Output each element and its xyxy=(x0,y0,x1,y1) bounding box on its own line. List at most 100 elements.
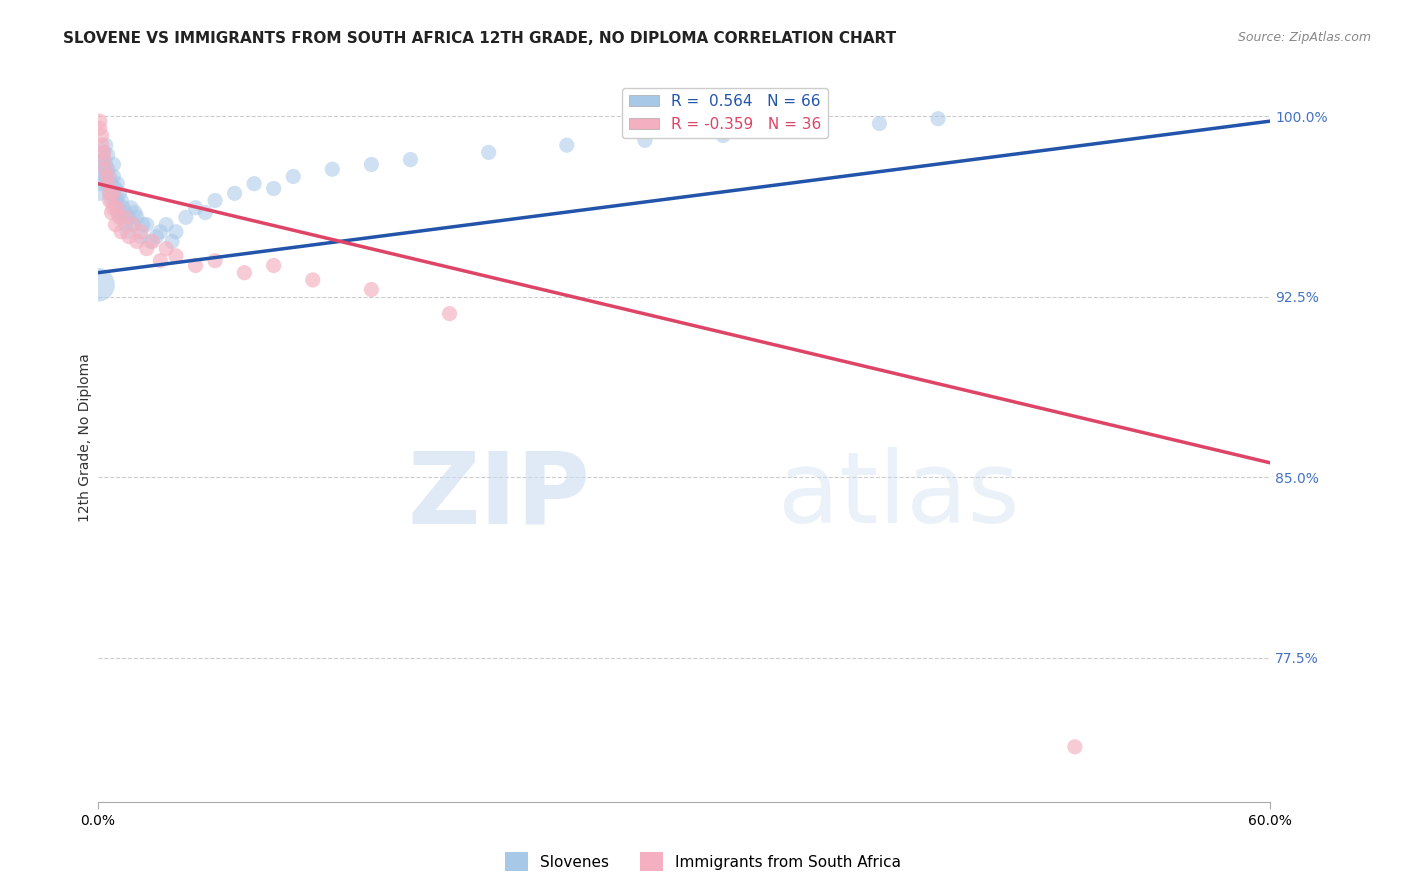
Point xyxy=(129,225,152,239)
Point xyxy=(478,145,501,160)
Point xyxy=(129,229,152,244)
Point xyxy=(93,145,115,160)
Point xyxy=(89,121,111,136)
Point xyxy=(97,148,120,162)
Point xyxy=(135,218,157,232)
Point xyxy=(104,194,127,208)
Point xyxy=(360,283,382,297)
Point xyxy=(110,194,132,208)
Point xyxy=(94,162,117,177)
Point xyxy=(94,169,117,184)
Point xyxy=(120,201,142,215)
Point xyxy=(125,235,148,249)
Point xyxy=(283,169,305,184)
Point xyxy=(132,218,155,232)
Point xyxy=(149,253,172,268)
Point xyxy=(93,162,115,177)
Point xyxy=(118,229,141,244)
Point xyxy=(94,157,117,171)
Point xyxy=(114,218,136,232)
Point xyxy=(97,177,120,191)
Point xyxy=(124,205,146,219)
Point xyxy=(108,186,131,201)
Point xyxy=(115,225,138,239)
Point xyxy=(399,153,422,167)
Point xyxy=(868,116,890,130)
Point xyxy=(105,177,128,191)
Point xyxy=(204,253,226,268)
Point xyxy=(139,235,162,249)
Point xyxy=(155,242,177,256)
Point xyxy=(90,169,112,184)
Point xyxy=(174,211,197,225)
Point xyxy=(105,201,128,215)
Point xyxy=(89,177,111,191)
Point xyxy=(360,157,382,171)
Point xyxy=(160,235,183,249)
Point xyxy=(1063,739,1085,754)
Point xyxy=(104,218,127,232)
Point xyxy=(927,112,949,126)
Point xyxy=(224,186,246,201)
Point xyxy=(105,194,128,208)
Point xyxy=(100,205,122,219)
Point xyxy=(141,235,163,249)
Point xyxy=(103,186,125,201)
Y-axis label: 12th Grade, No Diploma: 12th Grade, No Diploma xyxy=(79,353,93,522)
Point xyxy=(90,138,112,153)
Point xyxy=(103,157,125,171)
Point xyxy=(100,177,122,191)
Point xyxy=(122,218,145,232)
Point xyxy=(149,225,172,239)
Point xyxy=(155,218,177,232)
Point xyxy=(98,194,121,208)
Point xyxy=(184,259,207,273)
Point xyxy=(89,186,111,201)
Legend: R =  0.564   N = 66, R = -0.359   N = 36: R = 0.564 N = 66, R = -0.359 N = 36 xyxy=(623,88,828,137)
Text: atlas: atlas xyxy=(778,448,1019,544)
Point xyxy=(94,138,117,153)
Point xyxy=(97,162,120,177)
Point xyxy=(89,114,111,128)
Point xyxy=(122,218,145,232)
Point xyxy=(243,177,266,191)
Point xyxy=(439,307,461,321)
Point xyxy=(301,273,323,287)
Point xyxy=(112,201,135,215)
Point xyxy=(97,177,120,191)
Point xyxy=(87,277,110,292)
Point xyxy=(100,194,122,208)
Point xyxy=(790,121,813,136)
Point xyxy=(145,229,167,244)
Point xyxy=(263,181,285,195)
Point xyxy=(634,133,657,147)
Point xyxy=(110,225,132,239)
Text: ZIP: ZIP xyxy=(408,448,591,544)
Point xyxy=(104,181,127,195)
Legend: Slovenes, Immigrants from South Africa: Slovenes, Immigrants from South Africa xyxy=(499,847,907,877)
Text: Source: ZipAtlas.com: Source: ZipAtlas.com xyxy=(1237,31,1371,45)
Point xyxy=(118,211,141,225)
Point xyxy=(93,145,115,160)
Point xyxy=(555,138,578,153)
Point xyxy=(125,211,148,225)
Point xyxy=(93,153,115,167)
Point xyxy=(114,205,136,219)
Point xyxy=(204,194,226,208)
Point xyxy=(135,242,157,256)
Point xyxy=(114,211,136,225)
Point xyxy=(103,186,125,201)
Point xyxy=(98,169,121,184)
Point xyxy=(105,205,128,219)
Point xyxy=(97,169,120,184)
Point xyxy=(103,201,125,215)
Point xyxy=(194,205,217,219)
Point xyxy=(98,186,121,201)
Point xyxy=(93,153,115,167)
Point xyxy=(108,205,131,219)
Point xyxy=(711,128,734,143)
Point xyxy=(184,201,207,215)
Point xyxy=(165,225,187,239)
Point xyxy=(103,169,125,184)
Point xyxy=(321,162,343,177)
